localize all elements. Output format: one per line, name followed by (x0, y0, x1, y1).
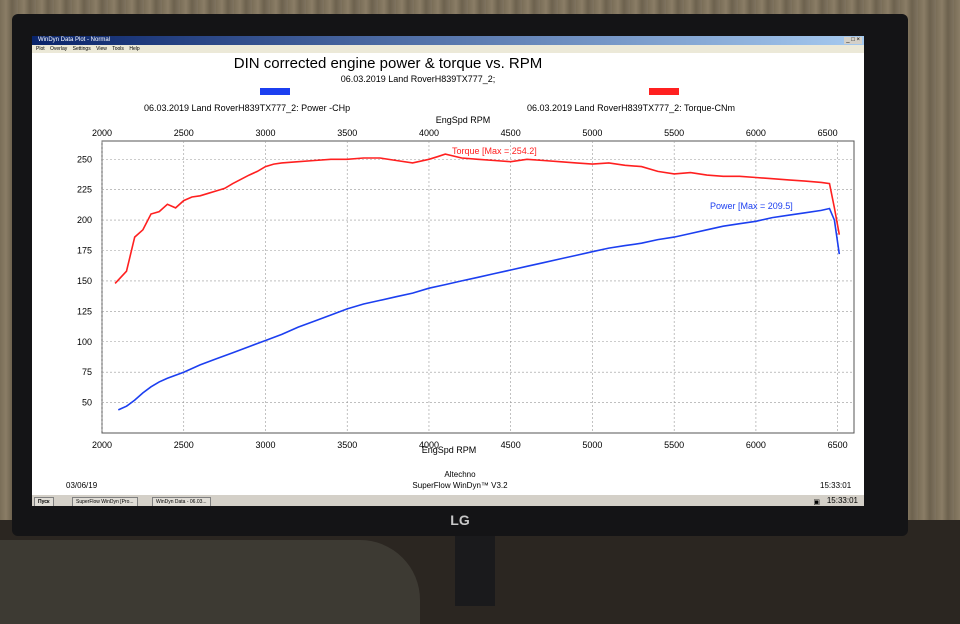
x-tick-label: 2500 (174, 440, 194, 450)
x-tick-label: 3500 (337, 440, 357, 450)
x-tick-label: 4500 (501, 440, 521, 450)
x-tick-label: 5000 (582, 440, 602, 450)
x-tick-label-top: 2500 (174, 128, 194, 138)
menu-help[interactable]: Help (129, 46, 140, 52)
window-titlebar: WinDyn Data Plot - Normal _ □ × (32, 36, 864, 45)
chart: DIN corrected engine power & torque vs. … (66, 55, 855, 490)
monitor-logo: LG (450, 512, 470, 528)
y-tick-label: 175 (77, 246, 92, 256)
torque-annotation: Torque [Max = 254.2] (452, 146, 537, 156)
x-tick-label-top: 2000 (92, 128, 112, 138)
taskbar-item-windyn[interactable]: SuperFlow WinDyn [Pro... (72, 497, 138, 506)
menubar: Plot Overlay Settings View Tools Help (32, 45, 864, 53)
menu-view[interactable]: View (96, 46, 107, 52)
x-tick-label: 2000 (92, 440, 112, 450)
x-tick-label-top: 4000 (419, 128, 439, 138)
window-controls[interactable]: _ □ × (844, 37, 862, 44)
menu-plot[interactable]: Plot (36, 46, 45, 52)
start-button[interactable]: Пуск (34, 497, 54, 506)
y-tick-label: 125 (77, 306, 92, 316)
taskbar-item-dataplot[interactable]: WinDyn Data - 06.03... (152, 497, 211, 506)
menu-settings[interactable]: Settings (72, 46, 91, 52)
menu-tools[interactable]: Tools (112, 46, 124, 52)
x-tick-label-top: 6500 (818, 128, 838, 138)
power-line (117, 207, 841, 411)
footer-time: 15:33:01 (820, 481, 852, 490)
x-tick-label: 6000 (746, 440, 766, 450)
window-title: WinDyn Data Plot - Normal (38, 37, 111, 43)
tray-icon[interactable]: ▣ (813, 499, 820, 506)
power-annotation: Power [Max = 209.5] (710, 201, 793, 211)
legend-swatch-torque (649, 88, 679, 95)
y-tick-label: 100 (77, 337, 92, 347)
menu-overlay[interactable]: Overlay (50, 46, 68, 52)
footer-date: 03/06/19 (66, 481, 98, 490)
legend-label-torque: 06.03.2019 Land RoverH839TX777_2: Torque… (527, 103, 735, 113)
plot-area (101, 140, 855, 434)
x-tick-label-top: 5500 (664, 128, 684, 138)
legend-label-power: 06.03.2019 Land RoverH839TX777_2: Power … (144, 103, 350, 113)
y-tick-label: 225 (77, 185, 92, 195)
x-tick-label: 3000 (255, 440, 275, 450)
y-tick-label: 250 (77, 154, 92, 164)
x-axis-label-bottom: EngSpd RPM (422, 445, 477, 455)
x-tick-label-top: 6000 (746, 128, 766, 138)
monitor-stand (455, 536, 495, 606)
footer-company: Altechno (444, 470, 476, 479)
taskbar-clock: 15:33:01 (826, 496, 858, 505)
chart-subtitle: 06.03.2019 Land RoverH839TX777_2; (341, 74, 496, 84)
x-axis-label-top: EngSpd RPM (436, 115, 491, 125)
x-tick-label-top: 3500 (337, 128, 357, 138)
x-tick-label-top: 3000 (255, 128, 275, 138)
y-tick-label: 50 (82, 398, 92, 408)
x-tick-label: 4000 (419, 440, 439, 450)
y-tick-label: 200 (77, 215, 92, 225)
y-tick-label: 75 (82, 367, 92, 377)
footer-software: SuperFlow WinDyn™ V3.2 (412, 481, 508, 490)
x-tick-label: 5500 (664, 440, 684, 450)
x-tick-label-top: 4500 (501, 128, 521, 138)
x-tick-label: 6500 (828, 440, 848, 450)
torque-line (114, 153, 841, 284)
taskbar: Пуск SuperFlow WinDyn [Pro... WinDyn Dat… (32, 494, 864, 506)
x-tick-label-top: 5000 (582, 128, 602, 138)
chart-title: DIN corrected engine power & torque vs. … (234, 55, 542, 72)
legend-swatch-power (260, 88, 290, 95)
cloth (0, 540, 420, 624)
screen: WinDyn Data Plot - Normal _ □ × Plot Ove… (32, 36, 864, 506)
y-tick-label: 150 (77, 276, 92, 286)
